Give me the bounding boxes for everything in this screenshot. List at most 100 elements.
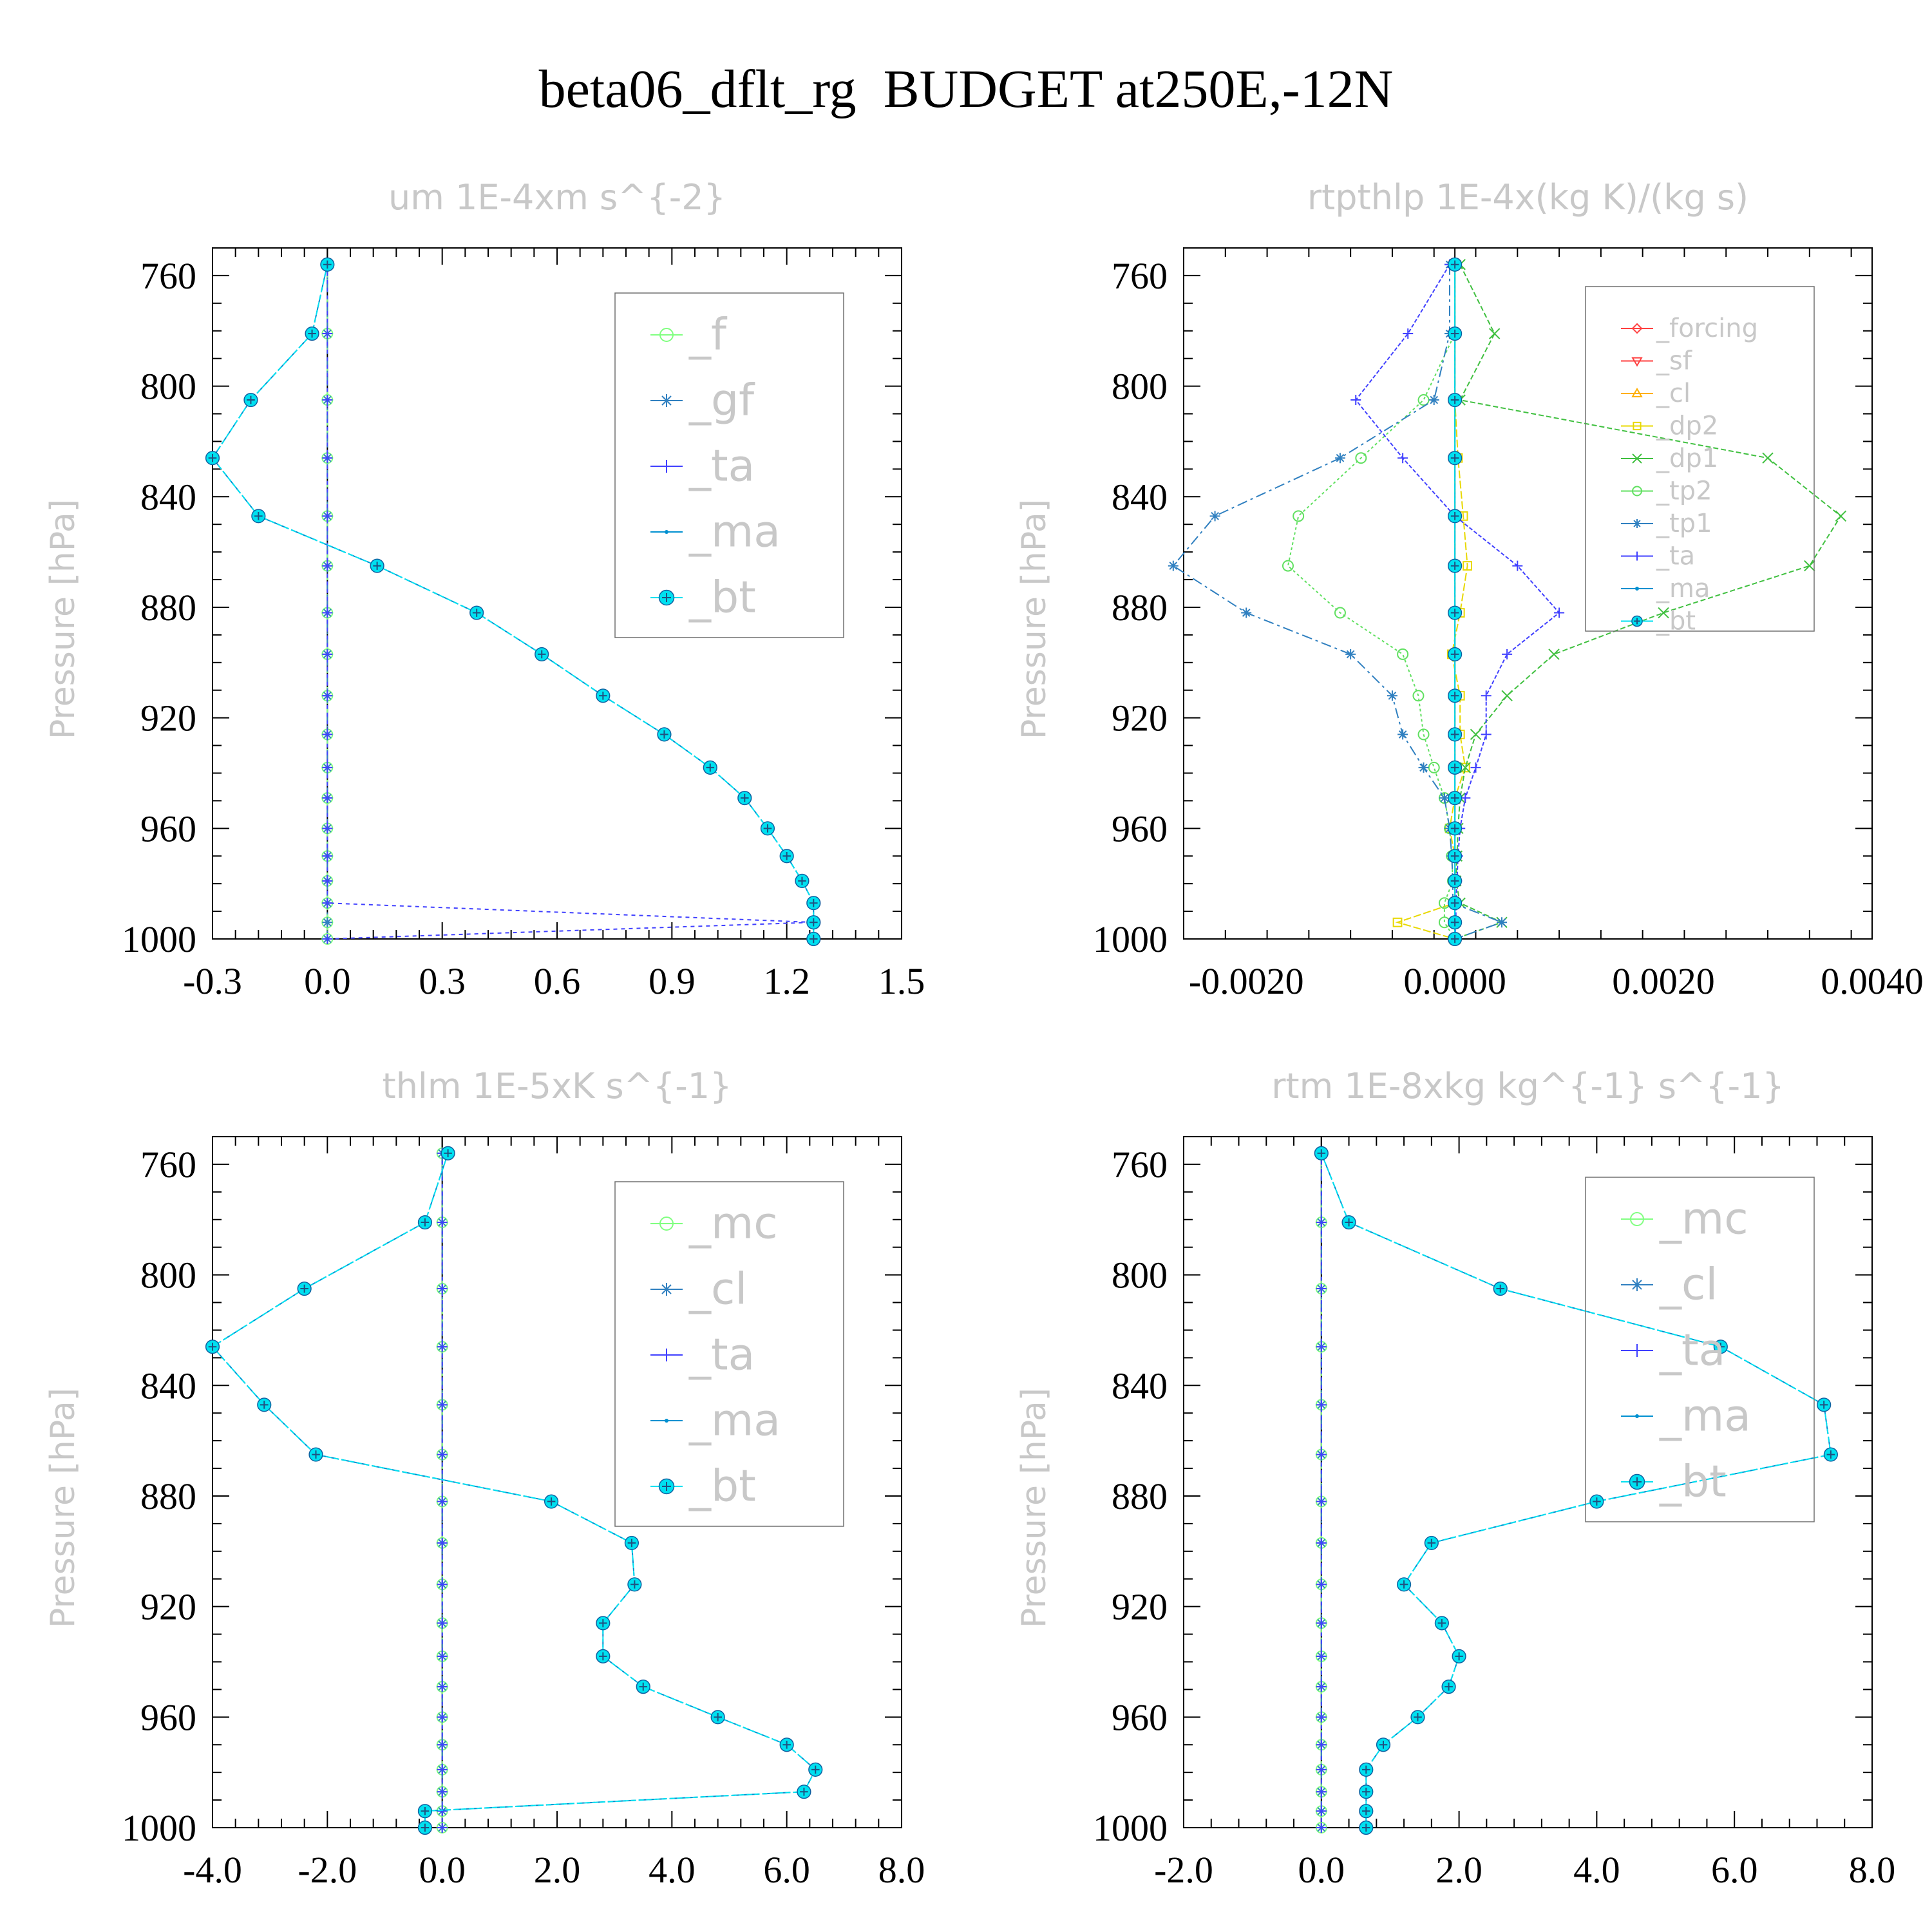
data-point [1293,510,1305,522]
chart-panel: um 1E-4xm s^{-2} Pressure [hPa] 760 800 840 8… [44,177,925,1002]
marker-cross [599,1652,607,1661]
y-tick-label: 880 [140,587,196,629]
y-tick-label: 960 [1112,808,1168,849]
data-point [665,1419,668,1423]
data-point [659,1217,674,1231]
data-point [1403,328,1414,339]
legend-label: _sf [1656,346,1692,376]
chart-panel: rtpthlp 1E-4x(kg K)/(kg s) Pressure [hPa]… [1015,177,1924,1002]
series-line [1172,264,1504,940]
marker-cross [1361,1765,1370,1774]
marker-cross [662,1482,671,1491]
data-point [437,1786,448,1797]
data-point [1631,1278,1643,1291]
data-point [437,1618,448,1629]
marker-cross [1450,898,1459,907]
data-point [1632,486,1642,497]
y-axis-label: Pressure [hPa] [1015,1388,1054,1628]
data-point [1633,519,1642,528]
y-tick-label: 880 [1112,587,1168,629]
data-point [437,1739,448,1750]
legend-label: _mc [688,1198,778,1249]
series-bt [1314,1146,1838,1835]
data-point [1632,453,1642,464]
x-tick-label: 8.0 [878,1849,925,1891]
y-tick-label: 1000 [122,918,196,960]
x-tick-label: 2.0 [534,1849,581,1891]
legend-label: _cl [688,1264,747,1314]
data-point [1459,762,1472,773]
data-point [322,328,333,339]
data-point [322,917,333,928]
legend: _f _gf _ta _ma _bt [614,292,844,638]
series-bt [1448,257,1463,947]
data-point [437,1283,448,1294]
data-point [1631,357,1643,367]
data-point [1316,1496,1327,1507]
marker-cross [1819,1401,1828,1409]
series-ta [437,1148,448,1833]
y-tick-label: 800 [140,366,196,408]
data-point [1350,395,1361,406]
data-point [322,607,333,618]
series-line [1287,264,1456,940]
marker-cross [421,1823,430,1832]
marker-cross [373,562,381,570]
marker-cross [763,824,772,833]
data-point [1316,1341,1327,1352]
x-tick-label: 0.3 [419,960,466,1002]
marker-cross [798,876,806,886]
legend-label: _ma [1656,574,1710,603]
panel-title: um 1E-4xm s^{-2} [388,177,726,218]
data-point [1316,1399,1327,1410]
legend-label: _f [688,309,728,360]
legend-label: _tp2 [1656,477,1712,506]
series-ta [1316,1148,1327,1833]
series-line [1320,1153,1832,1828]
marker-cross [809,934,818,943]
marker-cross [1826,1450,1835,1459]
data-point [1316,1823,1327,1833]
plot-frame [1183,1136,1873,1828]
x-tick-label: 0.0040 [1821,960,1924,1002]
data-point [1633,551,1642,561]
marker-cross [809,898,818,907]
data-point [1387,690,1397,701]
data-point [322,511,333,522]
data-point [1631,323,1643,334]
data-point [1417,394,1430,406]
data-point [659,328,674,342]
data-point [1316,1806,1327,1817]
marker-cross [627,1539,636,1548]
legend-label: _forcing [1656,314,1758,343]
marker-cross [254,512,263,520]
y-axis-label: Pressure [hPa] [44,1388,82,1628]
data-point [322,934,333,944]
marker-cross [247,395,255,404]
legend: _forcing _sf _cl _dp2 _dp1 _tp2 _tp1 _ta _ma _bt [1585,286,1815,636]
marker-cross [1399,1580,1408,1589]
marker-cross [472,609,481,617]
chart-panel: thlm 1E-5xK s^{-1} Pressure [hPa] 760 800 84… [44,1066,925,1891]
marker-cross [639,1682,648,1691]
marker-cross [811,1765,820,1774]
x-tick-label: 8.0 [1849,1849,1896,1891]
series-bt [205,1146,823,1835]
data-point [1316,1579,1327,1590]
marker-cross [1634,618,1640,625]
data-point [1412,690,1425,702]
legend-box [614,1181,844,1527]
legend: _mc _cl _ta _ma _bt [1585,1177,1815,1522]
data-point [660,1283,673,1296]
marker-cross [1450,453,1459,462]
marker-cross [1427,1539,1436,1548]
marker-cross [809,918,818,927]
data-point [1397,648,1409,660]
x-tick-label: 4.0 [649,1849,696,1891]
data-point [322,649,333,659]
data-point [437,1764,448,1775]
data-point [1316,1537,1327,1548]
marker-cross [300,1284,308,1293]
data-point [322,823,333,834]
marker-cross [630,1580,639,1589]
